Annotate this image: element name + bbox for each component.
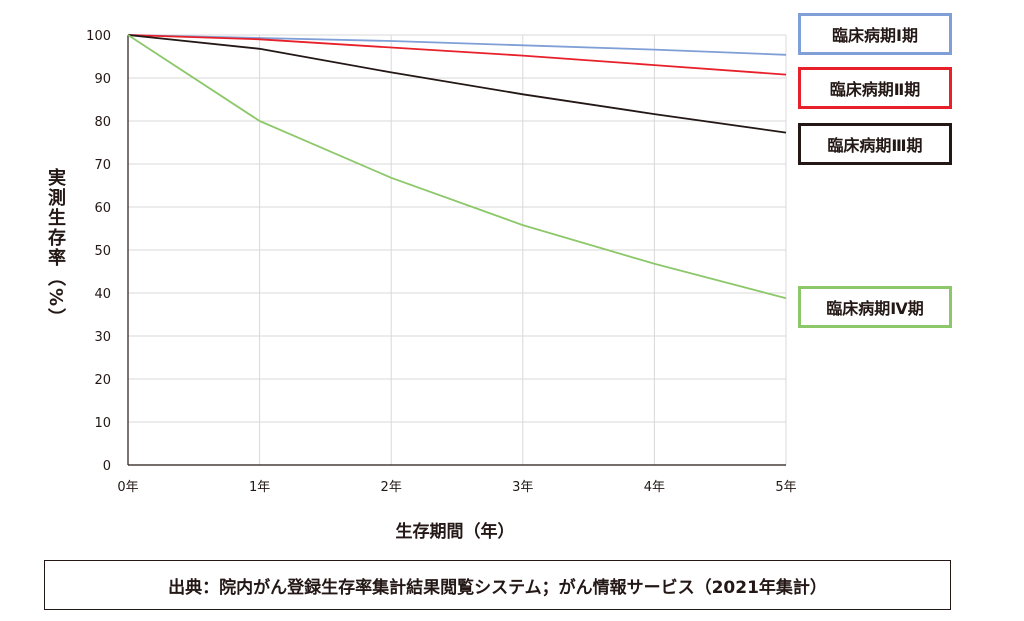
y-tick-label: 90 [94,72,111,87]
y-tick-label: 50 [94,244,111,259]
x-tick-label: 1年 [249,480,270,495]
x-tick-labels: 0年 1年 2年 3年 4年 5年 [117,480,796,495]
y-tick-label: 40 [94,287,111,302]
x-tick-label: 0年 [117,480,138,495]
y-tick-labels: 0 10 20 30 40 50 60 70 80 90 100 [86,29,111,474]
legend-item-stage-2: 臨床病期Ⅱ期 [798,67,952,109]
y-tick-label: 80 [94,115,111,130]
x-tick-label: 3年 [512,480,533,495]
series-lines [127,34,787,300]
legend-item-stage-4: 臨床病期Ⅳ期 [798,286,952,328]
x-tick-label: 4年 [644,480,665,495]
legend-item-stage-1: 臨床病期Ⅰ期 [798,13,952,55]
y-tick-label: 60 [94,201,111,216]
series-line-stage-3 [127,34,787,134]
grid-lines [127,34,787,466]
series-line-stage-4 [127,34,787,300]
y-tick-label: 100 [86,29,111,44]
series-line-stage-2 [127,34,787,76]
y-axis-title: 実測生存率（%） [45,168,66,329]
x-tick-label: 5年 [775,480,796,495]
y-tick-label: 0 [103,459,111,474]
y-tick-label: 20 [94,373,111,388]
y-tick-label: 30 [94,330,111,345]
legend-item-stage-3: 臨床病期Ⅲ期 [798,123,952,165]
y-tick-label: 10 [94,416,111,431]
source-citation: 出典：院内がん登録生存率集計結果閲覧システム；がん情報サービス（2021年集計） [44,560,951,610]
y-tick-label: 70 [94,158,111,173]
x-tick-label: 2年 [381,480,402,495]
series-line-stage-1 [127,34,787,56]
x-axis-title: 生存期間（年） [396,521,515,542]
